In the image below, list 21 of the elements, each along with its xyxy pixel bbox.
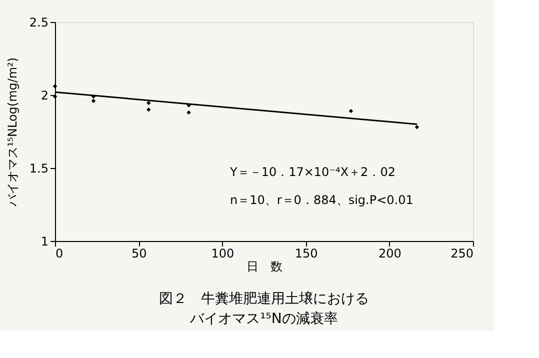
point <box>146 107 151 112</box>
y-tick-label: 1.5 <box>29 162 48 176</box>
y-tick-label: 2.5 <box>29 16 48 30</box>
x-axis-title: 日 数 <box>246 260 282 274</box>
point <box>348 108 354 114</box>
annotation: Y＝－10．17×10⁻⁴X＋2．02 <box>229 165 396 179</box>
annotation: n＝10、r＝0．884、sig.P<0.01 <box>230 193 414 207</box>
point <box>91 98 96 103</box>
x-tick-label: 0 <box>56 246 64 260</box>
x-tick-label: 150 <box>294 246 318 260</box>
x-tick-label: 250 <box>450 246 474 260</box>
x-tick-label: 50 <box>131 246 147 260</box>
text: 図２ 牛糞堆肥連用土壌におけるバイオマス¹⁵Nの減衰率 <box>159 291 369 327</box>
point <box>52 94 58 99</box>
x-tick-label: 200 <box>378 246 402 260</box>
y-axis-title: バイオマス¹⁵NLog(mg/m²) <box>5 57 20 208</box>
y-tick-label: 2 <box>40 88 48 102</box>
point <box>414 125 420 130</box>
point <box>146 100 151 106</box>
y-tick-label: 1 <box>40 234 48 248</box>
x-tick-label: 100 <box>211 246 234 260</box>
